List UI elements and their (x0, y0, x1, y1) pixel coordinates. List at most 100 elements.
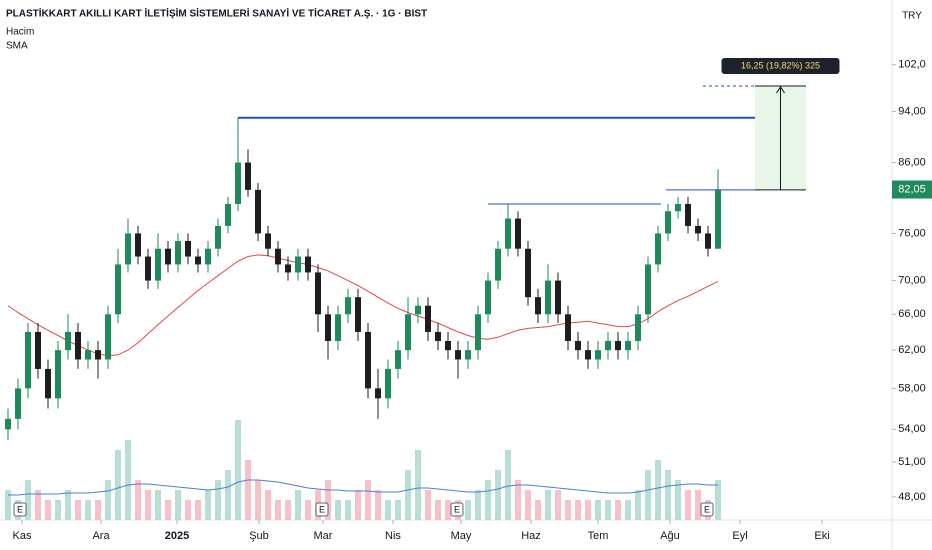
volume-bar (245, 460, 251, 520)
candle-body (175, 241, 181, 265)
volume-bar (235, 420, 241, 520)
x-tick-label: Eyl (732, 530, 747, 542)
candle-body (145, 256, 151, 281)
volume-bar (665, 470, 671, 520)
measure-label: 16,25 (19,82%) 325 (741, 60, 820, 70)
candle-body (135, 233, 141, 257)
volume-bar (405, 470, 411, 520)
volume-bar (545, 490, 551, 520)
volume-bar (205, 490, 211, 520)
candle-body (575, 340, 581, 351)
candle-body (505, 218, 511, 249)
volume-bar (645, 470, 651, 520)
candle-body (595, 350, 601, 360)
y-tick-label: 62,00 (898, 344, 926, 356)
candle-body (545, 280, 551, 315)
candle-body (215, 225, 221, 249)
candle-body (715, 189, 721, 249)
candle-body (375, 388, 381, 399)
volume-bar (25, 480, 31, 520)
volume-bar (255, 480, 261, 520)
candle-body (75, 331, 81, 360)
volume-bar (155, 490, 161, 520)
volume-bar (435, 500, 441, 520)
volume-bar (345, 500, 351, 520)
candle-body (195, 256, 201, 265)
volume-bar (325, 480, 331, 520)
candle-body (325, 314, 331, 341)
candle-body (85, 350, 91, 360)
candle-body (155, 248, 161, 281)
x-tick-label: May (451, 530, 472, 542)
volume-bar (495, 470, 501, 520)
volume-bar (525, 490, 531, 520)
last-price-tag (892, 180, 932, 199)
candle-body (625, 340, 631, 351)
candle-body (585, 350, 591, 360)
candle-body (205, 248, 211, 265)
x-tick-label: Nis (385, 530, 401, 542)
indicator-label: Hacim (6, 27, 34, 38)
candle-body (475, 314, 481, 351)
volume-bar (215, 480, 221, 520)
y-tick-label: 86,00 (898, 156, 926, 168)
y-tick-label: 76,00 (898, 227, 926, 239)
last-price-label: 82,05 (898, 183, 926, 195)
volume-bar (225, 470, 231, 520)
volume-bar (285, 500, 291, 520)
candle-body (445, 340, 451, 351)
candle-body (185, 241, 191, 257)
candle-body (65, 331, 71, 351)
y-tick-label: 48,00 (898, 491, 926, 503)
volume-bar (165, 500, 171, 520)
volume-bar (45, 500, 51, 520)
candle-body (395, 350, 401, 369)
candle-body (305, 256, 311, 273)
candle-body (615, 340, 621, 351)
volume-bar (265, 490, 271, 520)
chart-title: PLASTİKKART AKILLI KART İLETİŞİM SİSTEML… (6, 7, 427, 20)
volume-bar (535, 500, 541, 520)
x-tick-label: Mar (314, 530, 333, 542)
event-label: E (17, 504, 23, 514)
candle-body (55, 350, 61, 399)
volume-bar (375, 490, 381, 520)
volume-bar (615, 500, 621, 520)
event-marker (450, 502, 464, 517)
candle-body (655, 233, 661, 265)
y-tick-label: 51,00 (898, 456, 926, 468)
volume-bar (475, 490, 481, 520)
volume-bar (385, 500, 391, 520)
volume-bar (695, 490, 701, 520)
candle-body (95, 350, 101, 360)
volume-bar (445, 500, 451, 520)
candle-body (235, 162, 241, 205)
volume-bar (95, 500, 101, 520)
candle-body (285, 264, 291, 273)
volume-bar (145, 490, 151, 520)
x-tick-label: 2025 (165, 530, 189, 542)
volume-bar (605, 500, 611, 520)
candle-body (25, 331, 31, 389)
candle-body (455, 350, 461, 360)
candle-body (675, 204, 681, 212)
candle-body (515, 218, 521, 249)
volume-bar (195, 500, 201, 520)
y-tick-label: 102,0 (898, 59, 926, 71)
volume-bar (295, 490, 301, 520)
candle-body (425, 305, 431, 332)
candle-body (345, 297, 351, 315)
volume-bar (75, 500, 81, 520)
event-label: E (454, 504, 460, 514)
volume-bar (675, 480, 681, 520)
volume-bar (395, 500, 401, 520)
y-tick-label: 66,00 (898, 308, 926, 320)
volume-bar (575, 500, 581, 520)
event-marker (315, 502, 329, 517)
volume-bar (305, 500, 311, 520)
event-label: E (704, 504, 710, 514)
candle-body (405, 314, 411, 351)
x-tick-label: Tem (588, 530, 609, 542)
candle-body (355, 297, 361, 332)
